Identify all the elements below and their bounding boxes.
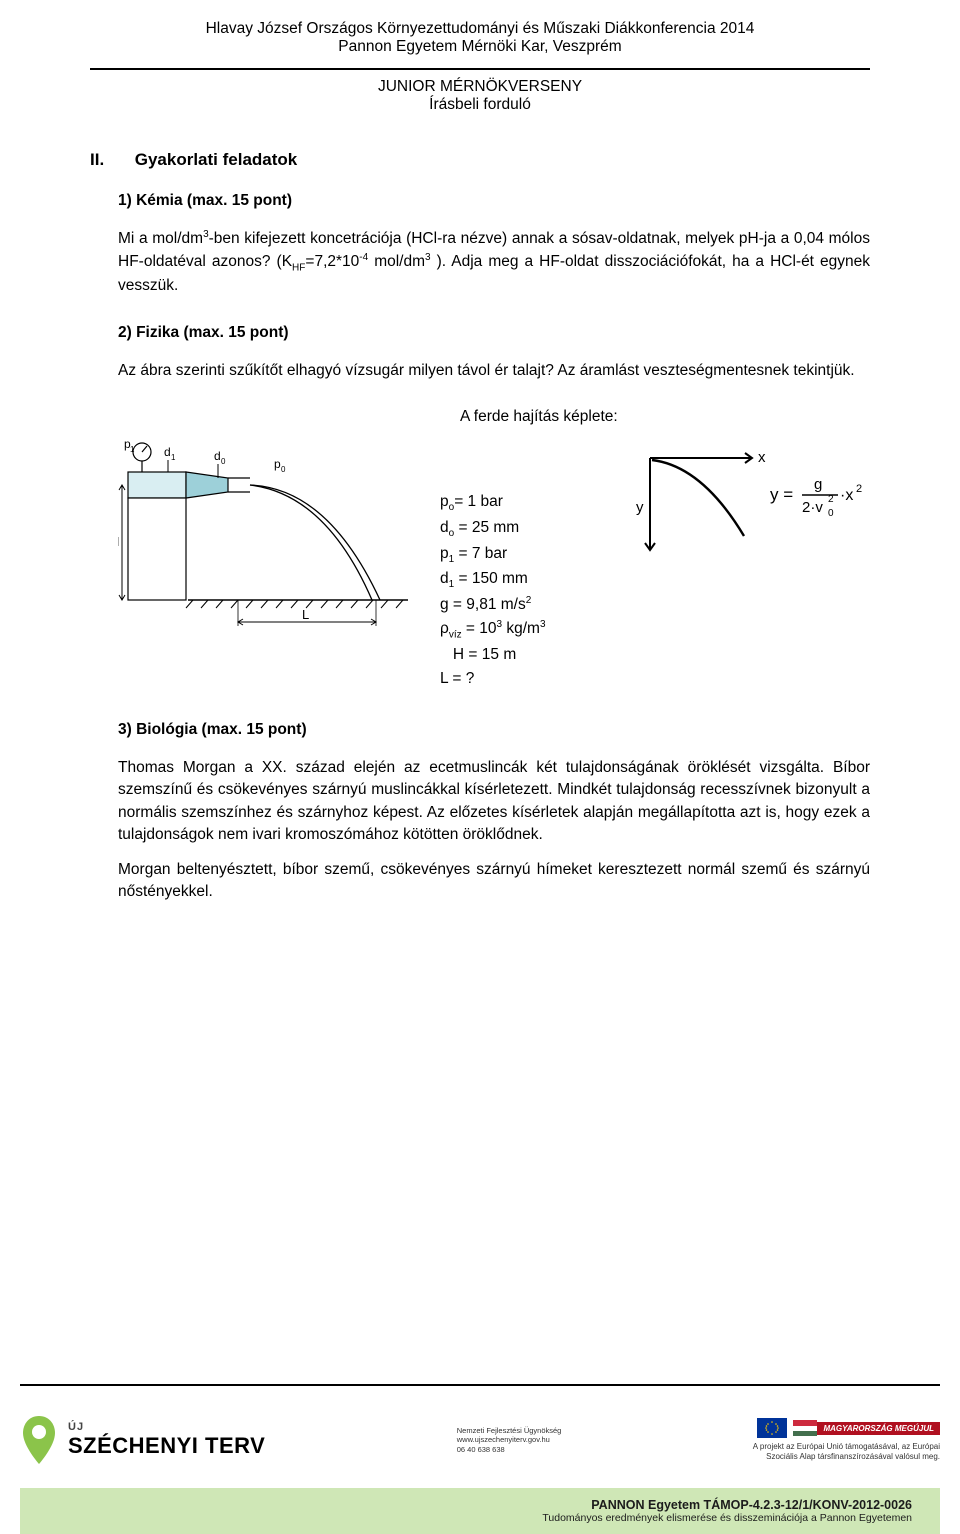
svg-text:2: 2	[828, 494, 834, 505]
svg-text:0: 0	[828, 508, 834, 519]
szt-uj: ÚJ	[68, 1421, 265, 1433]
task2-params: po= 1 bar do = 25 mm p1 = 7 bar d1 = 150…	[440, 430, 610, 690]
task3-heading: 3) Biológia (max. 15 pont)	[118, 721, 870, 739]
header-university: Pannon Egyetem Mérnöki Kar, Veszprém	[90, 38, 870, 56]
hu-label: MAGYARORSZÁG MEGÚJUL	[817, 1422, 940, 1435]
svg-text:2·v: 2·v	[802, 499, 823, 516]
param-L: L = ?	[440, 667, 610, 691]
section-2-title: II. Gyakorlati feladatok	[90, 150, 870, 170]
task1-body: Mi a mol/dm3-ben kifejezett koncetrációj…	[118, 228, 870, 298]
svg-text:1: 1	[130, 445, 135, 454]
footer-band: PANNON Egyetem TÁMOP-4.2.3-12/1/KONV-201…	[20, 1488, 940, 1534]
param-po: po= 1 bar	[440, 490, 610, 516]
svg-text:p: p	[274, 457, 281, 471]
param-H: H = 15 m	[440, 643, 610, 667]
task2-heading: 2) Fizika (max. 15 pont)	[118, 324, 870, 342]
footer-eu-tagline: A projekt az Európai Unió támogatásával,…	[753, 1442, 940, 1461]
task1-heading: 1) Kémia (max. 15 pont)	[118, 192, 870, 210]
svg-text:0: 0	[281, 465, 286, 474]
task3-p1: Thomas Morgan a XX. század elején az ece…	[118, 757, 870, 847]
task2-schematic: p1 d1 d0 p0	[118, 430, 418, 635]
svg-text:2: 2	[856, 483, 862, 495]
task3-p2: Morgan beltenyésztett, bíbor szemű, csök…	[118, 859, 870, 904]
szt-main: SZÉCHENYI TERV	[68, 1433, 265, 1459]
section-2-label: Gyakorlati feladatok	[135, 150, 298, 169]
page-footer: ÚJ SZÉCHENYI TERV Nemzeti Fejlesztési Üg…	[0, 1364, 960, 1514]
svg-text:·x: ·x	[840, 487, 853, 504]
footer-flags: MAGYARORSZÁG MEGÚJUL	[757, 1418, 940, 1438]
footer-agency-info: Nemzeti Fejlesztési Ügynökség www.ujszec…	[457, 1426, 562, 1454]
svg-text:1: 1	[171, 453, 176, 462]
hungary-badge: MAGYARORSZÁG MEGÚJUL	[793, 1420, 940, 1436]
task2-intro: Az ábra szerinti szűkítőt elhagyó vízsug…	[118, 360, 870, 382]
param-rho: ρvíz = 103 kg/m3	[440, 617, 610, 643]
szechenyi-logo: ÚJ SZÉCHENYI TERV	[20, 1414, 265, 1466]
header-conference-title: Hlavay József Országos Környezettudomány…	[90, 20, 870, 38]
subhead-round: Írásbeli forduló	[90, 96, 870, 114]
svg-text:H: H	[118, 534, 119, 549]
param-do: do = 25 mm	[440, 516, 610, 542]
svg-text:d: d	[214, 449, 221, 463]
svg-text:L: L	[302, 607, 309, 622]
param-p1: p1 = 7 bar	[440, 542, 610, 568]
svg-text:g: g	[814, 476, 822, 493]
axis-y-label: y	[636, 499, 644, 516]
svg-text:d: d	[164, 445, 171, 459]
footer-project-code: PANNON Egyetem TÁMOP-4.2.3-12/1/KONV-201…	[48, 1498, 912, 1512]
task2-ferde-caption: A ferde hajítás képlete:	[460, 408, 870, 426]
axis-x-label: x	[758, 449, 766, 466]
header-rule	[90, 68, 870, 70]
section-2-number: II.	[90, 150, 130, 170]
param-g: g = 9,81 m/s2	[440, 593, 610, 617]
hu-flag-icon	[793, 1420, 817, 1436]
eu-flag-icon	[757, 1418, 787, 1438]
map-pin-icon	[20, 1414, 58, 1466]
subhead-competition: JUNIOR MÉRNÖKVERSENY	[90, 78, 870, 96]
svg-text:0: 0	[221, 457, 226, 466]
task2-formula-figure: x y y = g 2·v 0 2 ·x 2	[632, 430, 862, 585]
svg-text:y =: y =	[770, 485, 793, 504]
footer-rule	[20, 1384, 940, 1386]
param-d1: d1 = 150 mm	[440, 567, 610, 593]
